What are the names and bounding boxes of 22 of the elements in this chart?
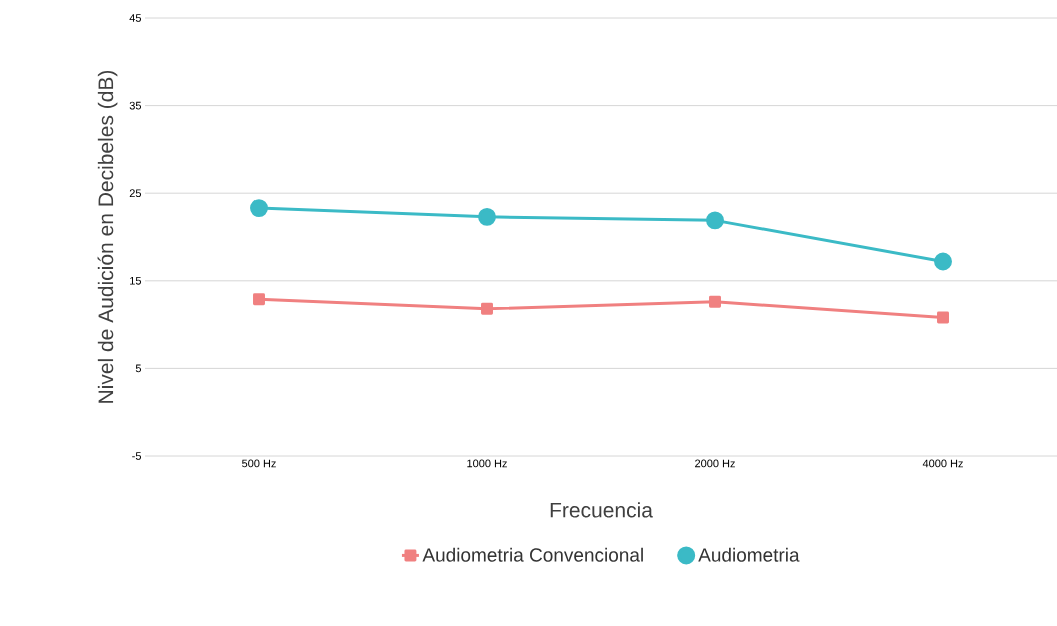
- x-tick-label: 1000 Hz: [467, 459, 507, 468]
- y-tick-label: 45: [129, 14, 142, 22]
- y-tick-label: 5: [135, 364, 142, 373]
- y-tick-label: 15: [130, 276, 142, 285]
- x-tick-label: 4000 Hz: [922, 459, 963, 468]
- x-tick-label: 2000 Hz: [695, 459, 735, 468]
- point: [937, 311, 949, 324]
- point: [478, 207, 496, 226]
- y-axis-title: Nivel de Audición en Decibeles (dB): [97, 70, 118, 403]
- y-tick-label: 25: [129, 189, 142, 198]
- legend-label: Audiometria Convencional: [422, 547, 643, 562]
- y-tick-label: -5: [132, 452, 142, 460]
- x-axis-title: Frecuencia: [550, 502, 653, 518]
- point: [250, 199, 268, 218]
- y-tick-label: 35: [129, 101, 142, 110]
- point: [481, 302, 493, 315]
- point: [706, 211, 724, 230]
- point: [934, 252, 952, 271]
- x-tick-label: 500 Hz: [242, 459, 276, 468]
- legend-label: Audiometria: [698, 547, 800, 562]
- point: [253, 293, 265, 306]
- point: [709, 295, 721, 308]
